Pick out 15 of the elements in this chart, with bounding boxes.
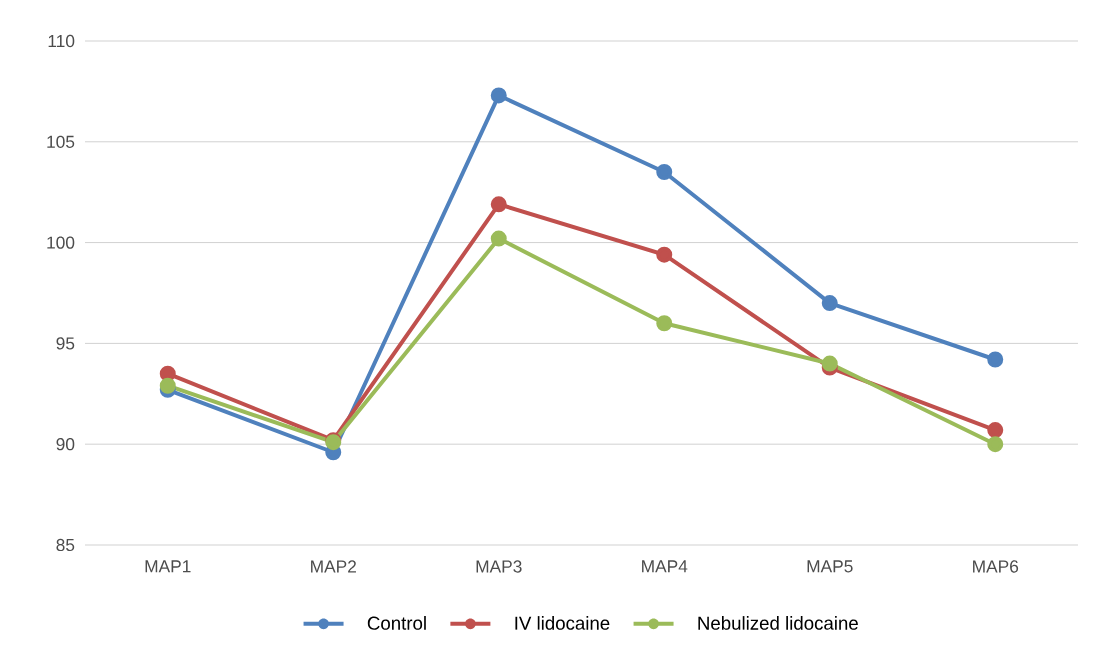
x-tick-label: MAP5 bbox=[807, 560, 853, 573]
x-tick-label: MAP4 bbox=[642, 560, 688, 573]
y-tick-label: 90 bbox=[56, 438, 75, 451]
x-tick-label: MAP2 bbox=[311, 560, 356, 573]
x-tick-label: MAP3 bbox=[476, 560, 522, 573]
y-tick-label: 95 bbox=[56, 337, 75, 350]
y-tick-label: 100 bbox=[47, 236, 75, 249]
x-tick-label: MAP6 bbox=[973, 560, 1019, 573]
y-tick-label: 105 bbox=[47, 135, 75, 148]
x-tick-label: MAP1 bbox=[145, 560, 191, 573]
y-tick-label: 85 bbox=[56, 538, 75, 552]
legend-label: Nebulized lidocaine bbox=[698, 616, 858, 630]
legend-label: IV lidocaine bbox=[515, 616, 610, 630]
y-tick-label: 110 bbox=[48, 34, 75, 48]
legend-label: Control bbox=[367, 616, 426, 630]
